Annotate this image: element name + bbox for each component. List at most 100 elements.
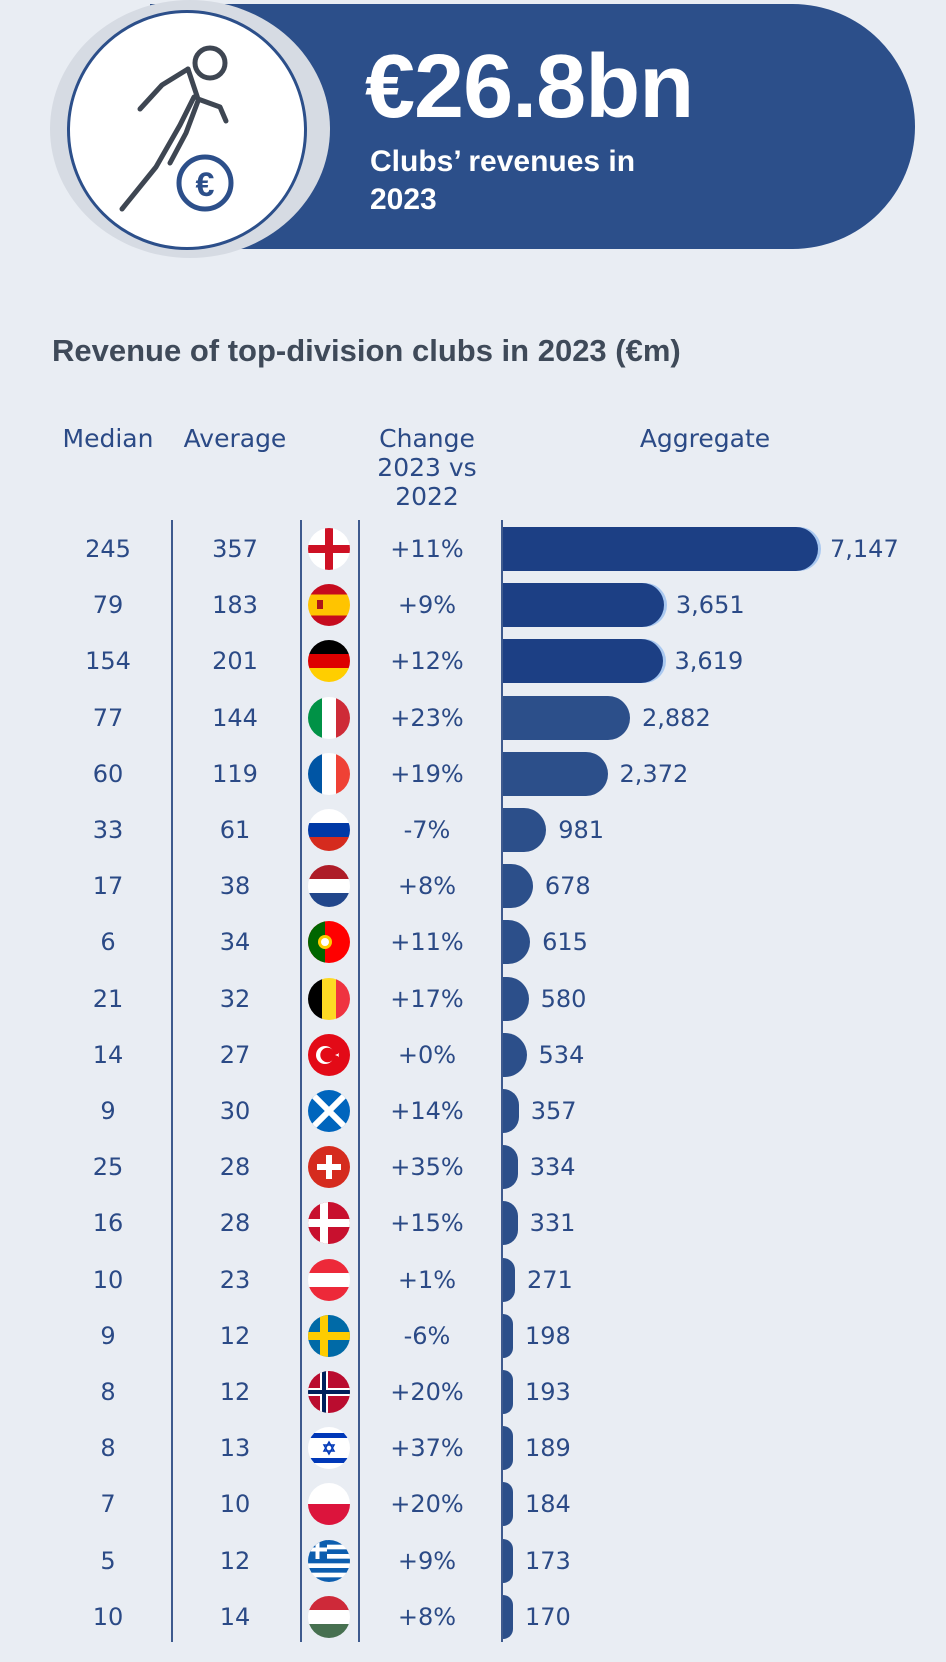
median-value: 6: [100, 928, 116, 957]
column-header-change: Change 2023 vs 2022: [377, 424, 477, 511]
average-value: 38: [219, 872, 251, 901]
flag-switzerland-icon: [308, 1146, 350, 1189]
aggregate-bar: [503, 1089, 519, 1133]
aggregate-value-label: 331: [529, 1209, 576, 1238]
table-row: 6 34 +11% 615: [0, 914, 946, 970]
flag-greece-icon: [308, 1539, 350, 1582]
average-value: 144: [212, 703, 258, 732]
change-value: +19%: [390, 759, 464, 788]
table-row: 79 183 +9% 3,651: [0, 577, 946, 633]
aggregate-value-label: 3,619: [674, 647, 744, 676]
flag-sweden-icon: [308, 1314, 350, 1357]
median-value: 10: [92, 1602, 124, 1631]
aggregate-value-label: 981: [558, 816, 605, 844]
average-value: 14: [219, 1602, 251, 1631]
median-value: 25: [92, 1153, 124, 1182]
aggregate-bar: [503, 864, 533, 909]
change-value: +1%: [397, 1265, 457, 1294]
average-value: 28: [219, 1153, 251, 1182]
average-value: 12: [219, 1378, 251, 1406]
column-header-median: Median: [62, 424, 154, 453]
change-value: -6%: [403, 1321, 451, 1350]
average-value: 32: [219, 984, 251, 1013]
median-value: 14: [92, 1040, 124, 1069]
aggregate-value-label: 3,651: [675, 591, 745, 620]
aggregate-value-label: 271: [526, 1265, 573, 1294]
change-value: +20%: [390, 1490, 464, 1519]
change-value: +17%: [390, 984, 464, 1013]
flag-israel-icon: [308, 1427, 350, 1470]
column-header-average: Average: [183, 424, 287, 453]
median-value: 8: [100, 1434, 116, 1463]
average-value: 28: [219, 1209, 251, 1238]
change-value: +20%: [390, 1378, 464, 1406]
median-value: 245: [85, 535, 131, 563]
aggregate-bar: [503, 695, 631, 740]
flag-russia-icon: [308, 809, 350, 851]
aggregate-bar: [503, 751, 608, 796]
average-value: 34: [219, 928, 251, 957]
median-value: 60: [92, 759, 124, 788]
aggregate-bar: [503, 1201, 518, 1246]
flag-scotland-icon: [308, 1090, 350, 1132]
aggregate-value-label: 184: [525, 1490, 571, 1519]
headline-value: €26.8bn: [365, 37, 694, 137]
median-value: 21: [92, 984, 124, 1013]
aggregate-bar: [503, 639, 663, 684]
change-value: +0%: [397, 1040, 457, 1069]
column-divider: [358, 520, 360, 1642]
column-header-aggregate: Aggregate: [639, 424, 771, 453]
change-value: +11%: [390, 535, 464, 563]
median-value: 17: [92, 872, 124, 901]
median-value: 9: [100, 1321, 116, 1350]
table-row: 77 144 +23% 2,882: [0, 690, 946, 746]
average-value: 119: [212, 759, 258, 788]
aggregate-value-label: 2,372: [619, 759, 689, 788]
change-value: +14%: [390, 1097, 464, 1125]
aggregate-bar: [503, 1594, 513, 1639]
aggregate-bar: [503, 1313, 513, 1358]
median-value: 9: [100, 1097, 116, 1125]
aggregate-value-label: 615: [542, 928, 588, 957]
aggregate-bar: [503, 527, 818, 571]
aggregate-bar: [503, 976, 529, 1021]
table-row: 21 32 +17% 580: [0, 971, 946, 1027]
median-value: 16: [92, 1209, 124, 1238]
table-row: 16 28 +15% 331: [0, 1195, 946, 1251]
flag-germany-icon: [308, 640, 350, 683]
change-value: +12%: [390, 647, 464, 676]
column-divider: [300, 520, 302, 1642]
change-value: -7%: [403, 816, 451, 844]
headline-caption: Clubs’ revenues in 2023: [370, 145, 636, 216]
average-value: 183: [212, 591, 258, 620]
average-value: 12: [219, 1546, 251, 1575]
table-row: 5 12 +9% 173: [0, 1533, 946, 1589]
flag-austria-icon: [308, 1258, 350, 1301]
table-row: 7 10 +20% 184: [0, 1476, 946, 1532]
aggregate-bar: [503, 808, 547, 852]
aggregate-value-label: 198: [525, 1321, 571, 1350]
aggregate-bar: [503, 1032, 527, 1077]
median-value: 77: [92, 703, 124, 732]
average-value: 30: [219, 1097, 251, 1125]
flag-france-icon: [308, 752, 350, 795]
aggregate-value-label: 534: [538, 1040, 585, 1069]
aggregate-value-label: 678: [544, 872, 591, 901]
aggregate-value-label: 193: [525, 1378, 571, 1406]
flag-hungary-icon: [308, 1595, 350, 1638]
footballer-with-euro-coin-icon: €: [119, 45, 234, 212]
table-row: 245 357 +11% 7,147: [0, 521, 946, 577]
change-value: +8%: [397, 872, 457, 901]
table-row: 25 28 +35% 334: [0, 1139, 946, 1195]
svg-text:€: €: [196, 166, 215, 204]
table-row: 10 14 +8% 170: [0, 1589, 946, 1645]
flag-denmark-icon: [308, 1202, 350, 1245]
median-value: 154: [85, 647, 131, 676]
aggregate-bar: [503, 1482, 513, 1527]
table-row: 14 27 +0% 534: [0, 1027, 946, 1083]
aggregate-bar: [503, 1538, 513, 1583]
aggregate-bar: [503, 583, 664, 628]
median-value: 79: [92, 591, 124, 620]
median-value: 8: [100, 1378, 116, 1406]
chart-title: Revenue of top-division clubs in 2023 (€…: [52, 333, 681, 368]
